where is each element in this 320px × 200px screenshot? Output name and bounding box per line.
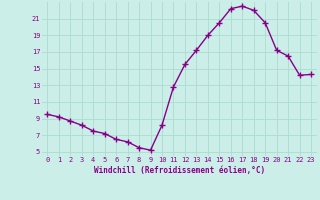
X-axis label: Windchill (Refroidissement éolien,°C): Windchill (Refroidissement éolien,°C) [94,166,265,175]
